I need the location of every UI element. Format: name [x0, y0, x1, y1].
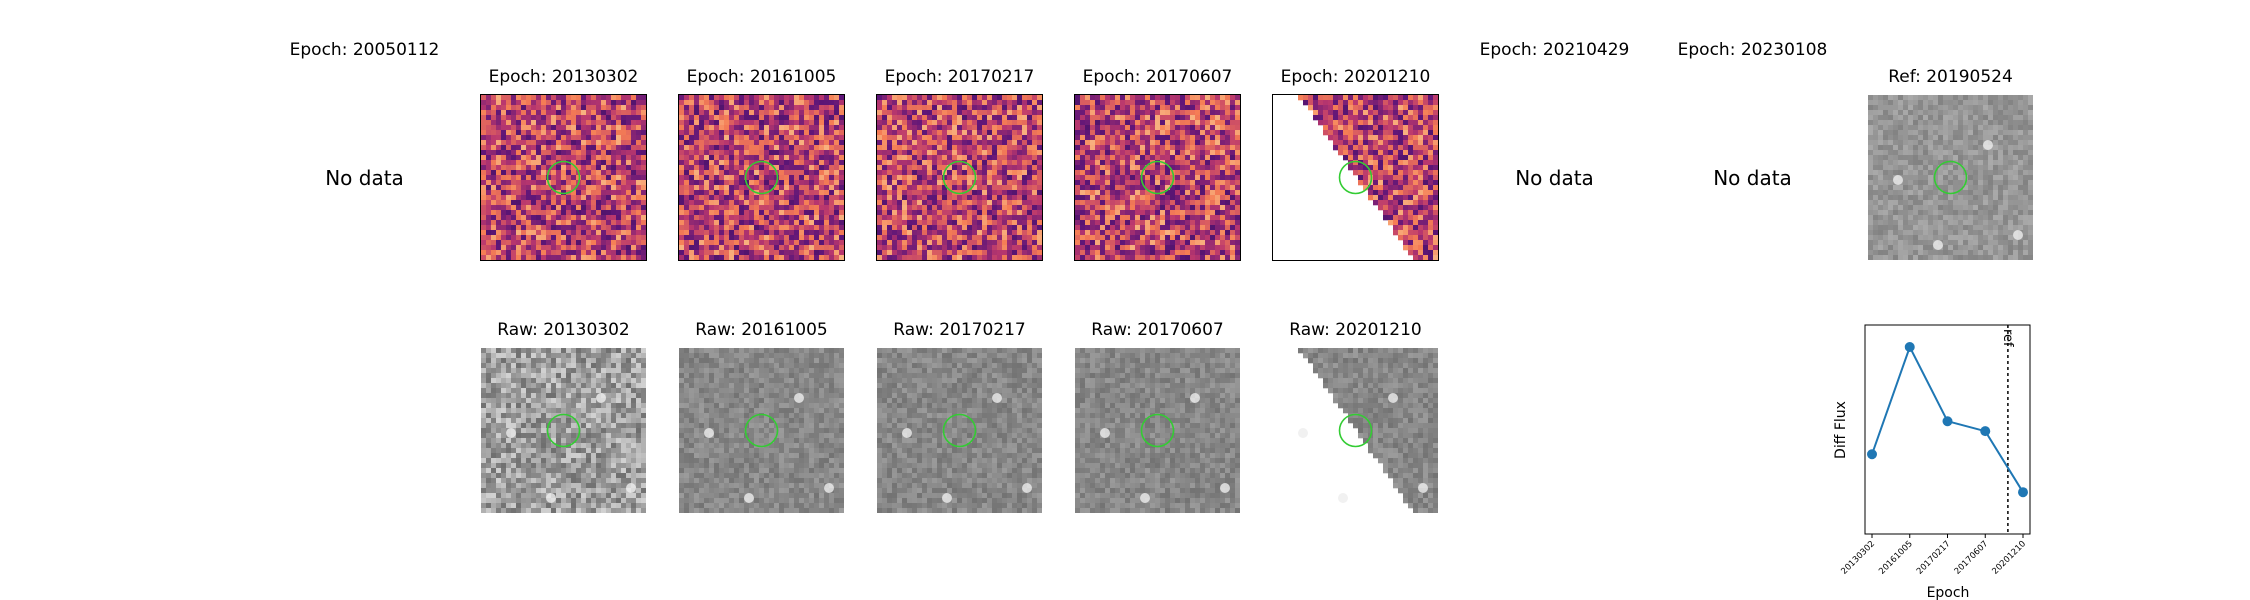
top-image-panel — [1868, 95, 2033, 260]
star-source — [1933, 240, 1943, 250]
top-panel-title: Ref: 20190524 — [1888, 67, 2013, 87]
star-source — [1140, 493, 1150, 503]
star-source — [1388, 393, 1398, 403]
star-source — [824, 483, 834, 493]
data-point — [1867, 449, 1877, 460]
image-pixels — [877, 95, 1042, 260]
diff-flux-light-curve: ref 20130302 20161005 20170217 20170607 2020… — [1833, 324, 2031, 600]
data-point — [1980, 426, 1991, 437]
image-pixels — [481, 348, 646, 513]
no-data-label: No data — [325, 165, 404, 190]
ref-label: ref — [2000, 329, 2015, 347]
star-source — [1298, 428, 1308, 438]
image-pixels — [679, 95, 844, 260]
diff-flux-series — [1867, 342, 2028, 498]
star-source — [1100, 428, 1110, 438]
x-axis-label: Epoch — [1927, 585, 1970, 600]
top-panel-title: Epoch: 20130302 — [488, 67, 639, 87]
star-source — [546, 493, 556, 503]
top-image-panel — [1074, 94, 1241, 261]
target-aperture-circle — [942, 160, 977, 195]
no-data-label: No data — [1515, 165, 1594, 190]
bottom-panel-title: Raw: 20201210 — [1289, 320, 1422, 340]
bottom-image-panel — [1273, 348, 1438, 513]
star-source — [704, 428, 714, 438]
top-image-panel — [1272, 94, 1439, 261]
top-image-panel — [480, 94, 647, 261]
star-source — [626, 483, 636, 493]
star-source — [1893, 175, 1903, 185]
x-tick-label: 20130302 — [1839, 539, 1877, 577]
star-source — [1338, 493, 1348, 503]
top-panel-title: Epoch: 20161005 — [686, 67, 837, 87]
bottom-panel-title: Raw: 20170217 — [893, 320, 1026, 340]
bottom-panel-title: Raw: 20161005 — [695, 320, 828, 340]
plot-frame — [1864, 324, 2031, 535]
star-source — [1983, 140, 1993, 150]
star-source — [902, 428, 912, 438]
star-source — [744, 493, 754, 503]
top-panel-title: Epoch: 20170217 — [884, 67, 1035, 87]
top-image-panel — [678, 94, 845, 261]
bottom-image-panel — [481, 348, 646, 513]
bottom-panel-title: Raw: 20130302 — [497, 320, 630, 340]
star-source — [794, 393, 804, 403]
bottom-image-panel — [1075, 348, 1240, 513]
x-tick-label: 20161005 — [1877, 539, 1915, 577]
top-image-panel — [876, 94, 1043, 261]
data-point — [1904, 342, 1915, 352]
star-source — [2013, 230, 2023, 240]
star-source — [942, 493, 952, 503]
star-source — [506, 428, 516, 438]
target-aperture-circle — [546, 160, 581, 195]
image-pixels — [877, 348, 1042, 513]
image-pixels — [1298, 348, 1438, 513]
star-source — [1418, 483, 1428, 493]
target-aperture-circle — [744, 413, 779, 448]
target-aperture-circle — [942, 413, 977, 448]
image-pixels — [1868, 95, 2033, 260]
image-pixels — [481, 95, 646, 260]
top-panel-title: Epoch: 20201210 — [1280, 67, 1431, 87]
bottom-panel-title: Raw: 20170607 — [1091, 320, 1224, 340]
star-source — [1190, 393, 1200, 403]
x-tick-label: 20201210 — [1990, 539, 2028, 577]
y-axis-label: Diff Flux — [1833, 401, 1849, 459]
data-point — [2018, 487, 2028, 498]
target-aperture-circle — [1140, 160, 1175, 195]
image-pixels — [1075, 95, 1240, 260]
top-panel-title: Epoch: 20170607 — [1082, 67, 1233, 87]
top-panel-title: Epoch: 20050112 — [289, 40, 440, 60]
image-pixels — [679, 348, 844, 513]
data-point — [1942, 416, 1953, 427]
image-pixels — [1298, 95, 1438, 260]
bottom-image-panel — [679, 348, 844, 513]
bottom-image-panel — [877, 348, 1042, 513]
star-source — [596, 393, 606, 403]
target-aperture-circle — [1338, 413, 1373, 448]
target-aperture-circle — [744, 160, 779, 195]
star-source — [1022, 483, 1032, 493]
target-aperture-circle — [546, 413, 581, 448]
image-pixels — [1075, 348, 1240, 513]
star-source — [1220, 483, 1230, 493]
x-tick-label: 20170607 — [1953, 539, 1991, 577]
x-tick-label: 20170217 — [1915, 539, 1953, 577]
no-data-label: No data — [1713, 165, 1792, 190]
target-aperture-circle — [1140, 413, 1175, 448]
target-aperture-circle — [1933, 160, 1968, 195]
x-axis-ticks: 20130302 20161005 20170217 20170607 20201210 — [1839, 534, 2028, 577]
target-aperture-circle — [1338, 160, 1373, 195]
top-panel-title: Epoch: 20210429 — [1479, 40, 1630, 60]
reference-epoch-marker: ref — [2000, 325, 2015, 534]
star-source — [992, 393, 1002, 403]
top-panel-title: Epoch: 20230108 — [1677, 40, 1828, 60]
